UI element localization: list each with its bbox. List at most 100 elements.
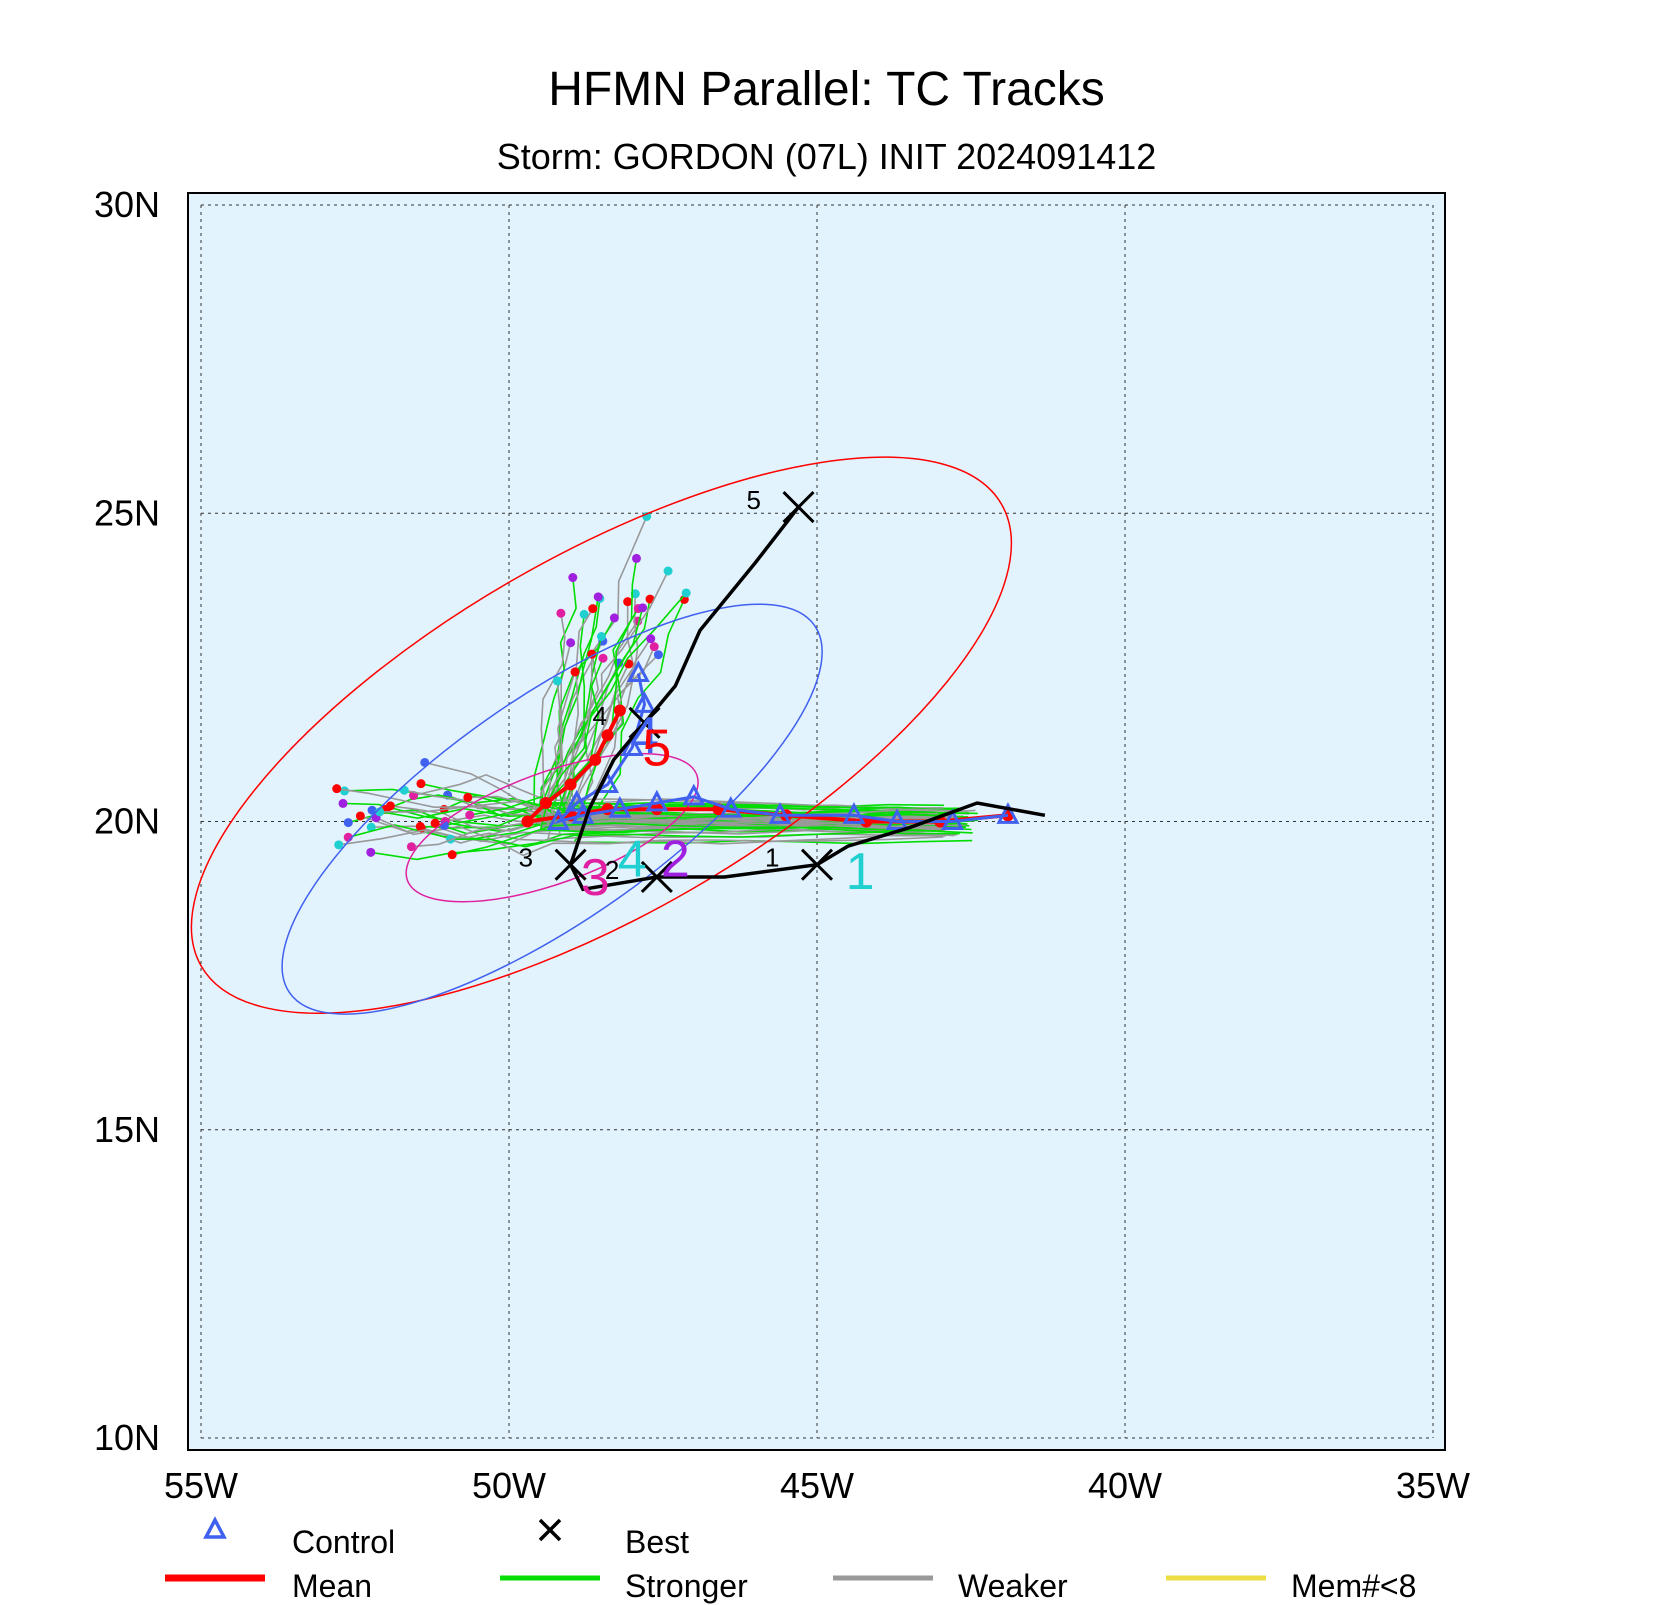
x-mark-stroke — [628, 706, 661, 739]
member-end-dot — [638, 603, 648, 613]
member-end-dot — [598, 653, 608, 663]
member-end-dot — [623, 597, 633, 607]
mean-track-point — [564, 778, 577, 791]
ensemble-member — [539, 676, 941, 829]
member-end-dot — [340, 786, 350, 796]
x-mark-stroke — [554, 848, 587, 881]
member-end-dot — [343, 818, 353, 828]
best-track-x-mark: 2 — [605, 855, 673, 894]
member-end-dot — [593, 592, 603, 602]
control-track-triangle — [941, 808, 965, 830]
member-track-line — [413, 773, 944, 809]
best-track-day-label: 3 — [519, 843, 533, 873]
member-track-line — [539, 607, 943, 834]
best-track-x-mark: 4 — [593, 701, 661, 739]
x-mark-stroke — [782, 491, 815, 524]
member-track-line — [452, 822, 960, 856]
control-track-triangle — [719, 795, 743, 818]
y-tick-label: 20N — [94, 801, 160, 842]
x-tick-label: 35W — [1396, 1465, 1470, 1506]
control-track-triangle — [626, 660, 650, 683]
member-end-dot — [653, 650, 663, 660]
best-track-x-mark: 3 — [519, 843, 587, 881]
legend-label-best: Best — [625, 1524, 690, 1560]
control-legend-icon — [203, 1516, 227, 1539]
ensemble-member — [406, 814, 956, 852]
forecast-day-number: 1 — [846, 843, 875, 901]
member-end-dot — [430, 818, 440, 828]
chart-subtitle: Storm: GORDON (07L) INIT 2024091412 — [496, 136, 1157, 177]
member-end-dot — [566, 638, 576, 648]
x-tick-label: 55W — [164, 1465, 238, 1506]
member-end-dot — [552, 676, 562, 686]
y-tick-label: 15N — [94, 1109, 160, 1150]
ensemble-member — [563, 566, 970, 829]
best-track-x-mark: 5 — [747, 485, 815, 524]
mean-track-point — [589, 753, 602, 766]
control-track-triangle — [645, 789, 669, 812]
member-end-dot — [366, 847, 376, 857]
member-track-line — [411, 814, 956, 848]
forecast-day-labels: 123 445 — [581, 707, 875, 907]
member-end-dot — [447, 850, 457, 860]
member-end-dot — [385, 801, 395, 811]
mean-track-point — [601, 729, 614, 742]
control-track-triangle — [885, 808, 909, 830]
member-end-dot — [420, 757, 430, 767]
best-track-line — [568, 506, 1046, 892]
member-end-dot — [630, 589, 640, 599]
mean-track-point — [539, 797, 552, 810]
best-legend-icon — [538, 1518, 562, 1542]
plot-frame — [187, 192, 1446, 1451]
member-end-dot — [631, 553, 641, 563]
mean-track-point — [521, 815, 534, 828]
legend-symbols — [165, 1516, 1266, 1582]
member-end-dot — [556, 608, 566, 618]
best-track-day-label: 4 — [593, 701, 607, 731]
member-end-dot — [465, 810, 475, 820]
spread-ellipses — [190, 456, 1013, 1015]
member-end-dot — [649, 642, 659, 652]
member-end-dot — [681, 588, 691, 598]
member-track-line — [420, 827, 947, 845]
control-track-triangle — [768, 802, 792, 824]
legend-label-weaker: Weaker — [958, 1568, 1068, 1604]
control-track-triangle — [996, 802, 1020, 824]
control-track-triangle — [633, 691, 657, 713]
forecast-day-number: 4 — [618, 830, 647, 888]
forecast-day-number: 2 — [661, 830, 690, 888]
control-track-triangle — [546, 808, 570, 830]
member-track-line — [546, 640, 955, 841]
control-track-triangle — [682, 783, 706, 806]
member-track-line — [563, 570, 970, 829]
spread-ellipse — [405, 752, 699, 903]
member-end-dot — [568, 573, 578, 583]
member-end-dot — [579, 609, 589, 619]
control-track-triangle — [620, 734, 644, 757]
forecast-day-number: 4 — [630, 707, 659, 765]
x-mark-stroke — [800, 848, 834, 881]
best-track: 1 2 3 4 5 — [519, 485, 1046, 894]
y-tick-label: 10N — [94, 1417, 160, 1458]
control-track-triangle — [565, 789, 589, 812]
legend-label-control: Control — [292, 1524, 396, 1560]
forecast-day-number: 3 — [581, 849, 610, 907]
x-mark-stroke — [640, 860, 673, 894]
member-end-dot — [663, 566, 673, 576]
best-track-day-label: 1 — [765, 843, 779, 873]
member-track-line — [571, 516, 970, 815]
member-end-dot — [334, 840, 344, 850]
x-tick-label: 40W — [1088, 1465, 1162, 1506]
spread-ellipse — [190, 456, 1013, 1014]
member-end-dot — [646, 634, 656, 644]
member-end-dot — [416, 779, 426, 789]
member-end-dot — [609, 613, 619, 623]
best-track-x-mark: 1 — [765, 843, 834, 881]
member-end-dot — [588, 604, 598, 614]
axis-tick-labels: 55W 50W 45W 40W 35W 30N 25N 20N 15N 10N — [94, 184, 1470, 1506]
mean-track-point — [613, 704, 626, 717]
legend-label-stronger: Stronger — [625, 1568, 748, 1604]
member-end-dot — [406, 842, 416, 852]
best-track-day-label: 5 — [747, 485, 761, 515]
